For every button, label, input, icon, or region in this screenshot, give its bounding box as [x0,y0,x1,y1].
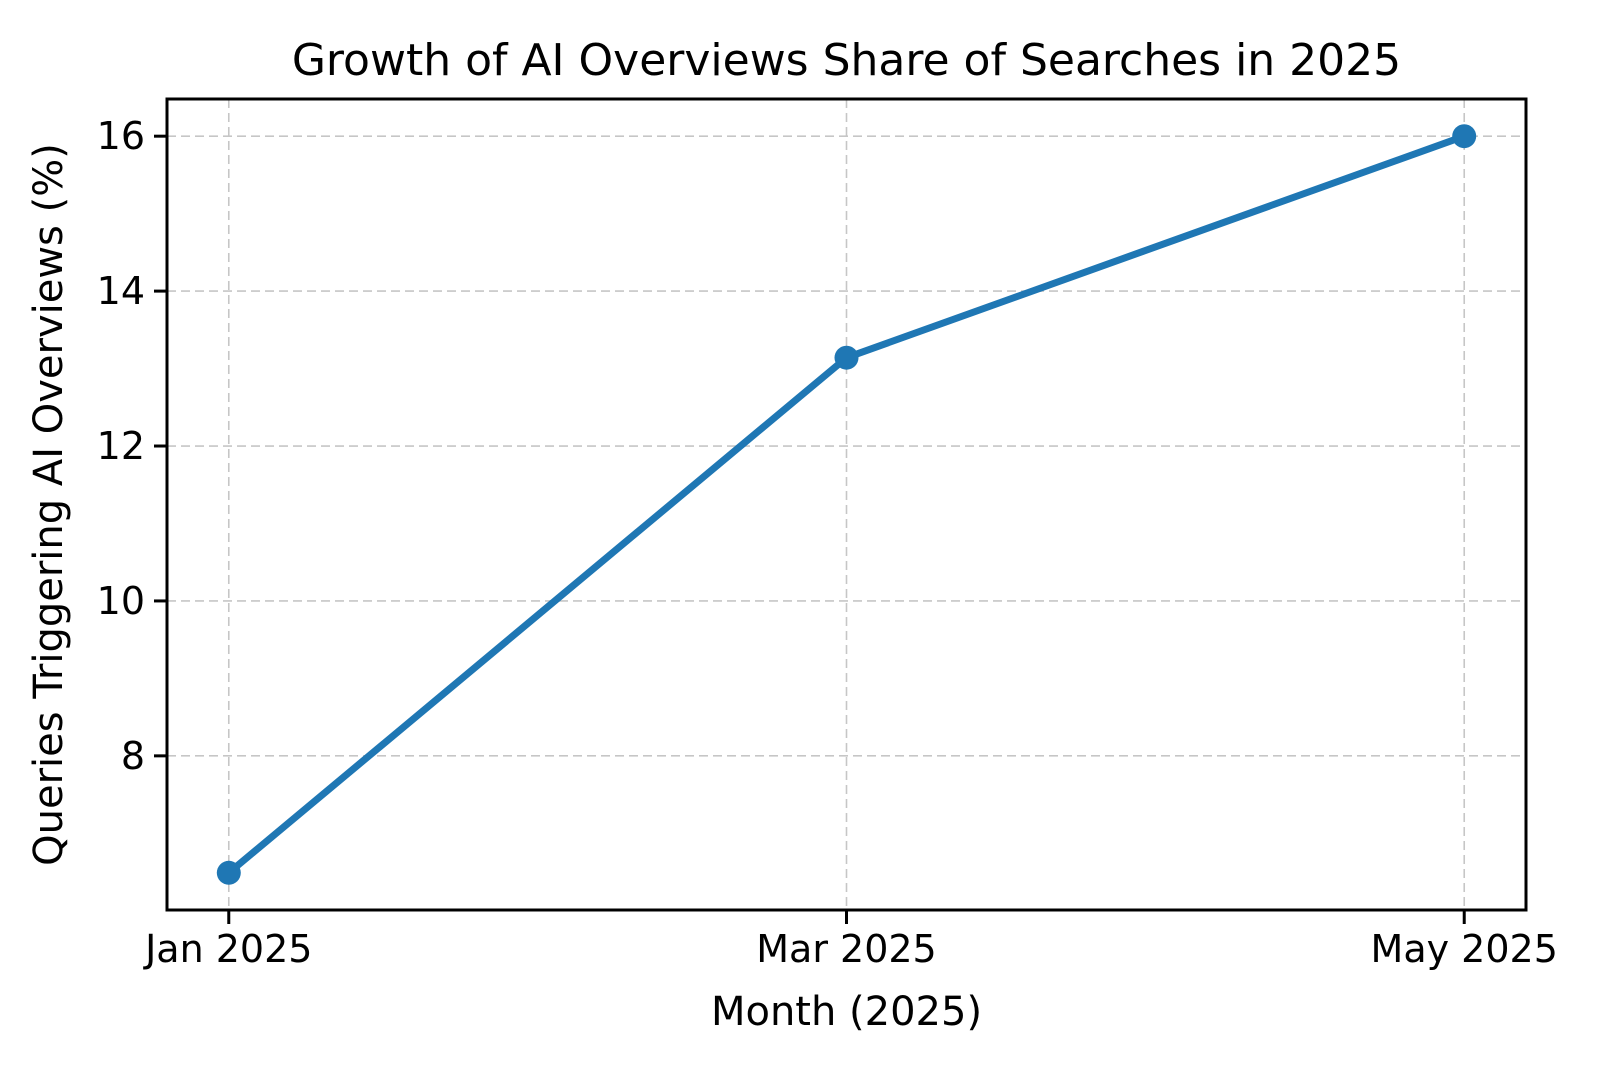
y-tick-labels: 8 10 12 14 16 [97,114,145,778]
chart-title: Growth of AI Overviews Share of Searches… [292,35,1401,86]
y-tick-label-10: 10 [97,579,145,623]
y-tick-label-8: 8 [121,734,145,778]
x-tick-label-jan-2025: Jan 2025 [143,927,312,971]
data-point-mar-2025 [834,345,859,370]
x-tick-labels: Jan 2025 Mar 2025 May 2025 [143,927,1558,971]
data-point-may-2025 [1452,124,1477,149]
y-tick-label-14: 14 [97,269,145,313]
y-tick-label-12: 12 [97,424,145,468]
data-point-jan-2025 [216,860,241,885]
x-tick-label-mar-2025: Mar 2025 [756,927,936,971]
data-points [216,124,1477,885]
y-tick-label-16: 16 [97,114,145,158]
y-axis-label: Queries Triggering AI Overviews (%) [26,143,72,866]
x-axis-label: Month (2025) [711,989,982,1035]
x-tick-label-may-2025: May 2025 [1371,927,1558,971]
gridlines [167,99,1526,910]
plot-border [165,97,1528,912]
axis-ticks [154,134,1466,924]
